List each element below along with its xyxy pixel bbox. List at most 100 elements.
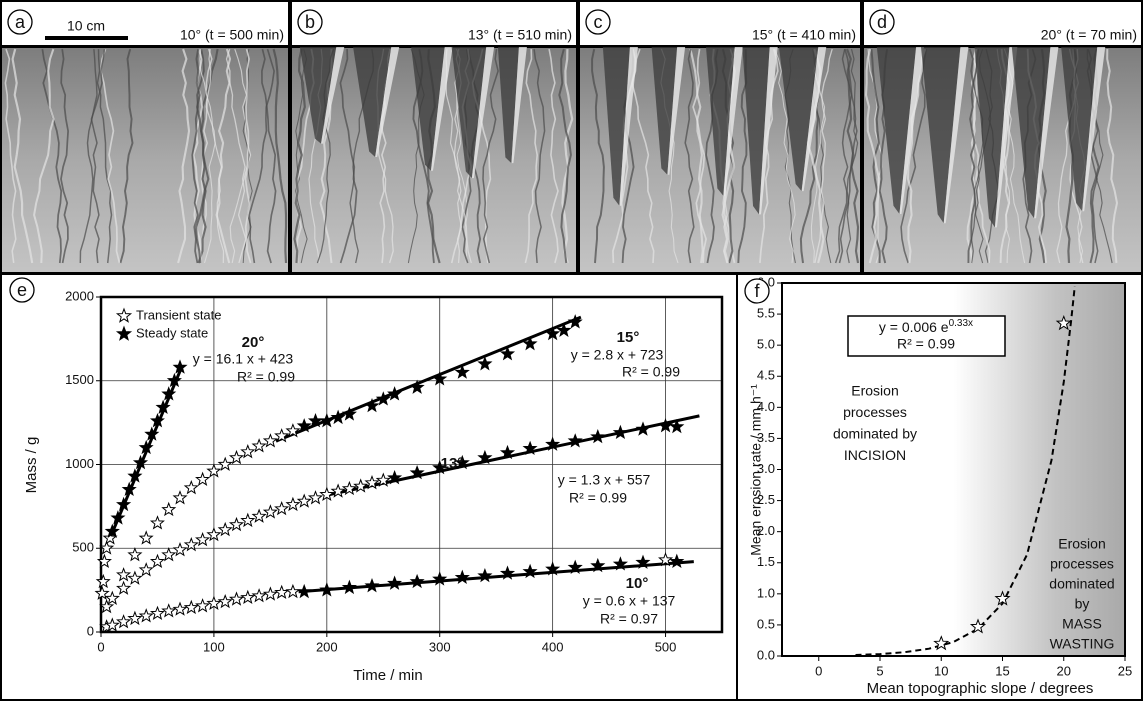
photo-texture [482, 48, 499, 264]
photo-texture [454, 48, 468, 264]
steady-point [454, 364, 470, 379]
steady-point [138, 439, 154, 455]
transient-point [251, 588, 267, 603]
transient-point [285, 496, 301, 512]
transient-point [172, 541, 188, 557]
photo-texture [225, 48, 247, 264]
plot-frame [781, 282, 1126, 657]
region-label: MASS [1062, 616, 1102, 632]
legend-label: Transient state [136, 307, 222, 322]
photo-texture [970, 48, 984, 264]
region-label: Erosion [851, 383, 898, 399]
transient-point [262, 504, 278, 519]
legend-marker [115, 307, 133, 323]
photo-texture [1061, 47, 1098, 212]
steady-point [104, 523, 120, 538]
photo-texture [41, 48, 63, 264]
photo-texture [33, 48, 55, 264]
fit-curve [855, 285, 1076, 656]
photo-texture [1011, 47, 1051, 219]
transient-point [217, 521, 233, 537]
region-label: processes [1050, 556, 1114, 572]
photo-texture [966, 48, 979, 264]
photo-texture [511, 47, 527, 164]
legend-marker [115, 325, 133, 341]
x-axis-label: Time / min [353, 667, 422, 684]
transient-point [149, 553, 165, 569]
steady-point [477, 356, 493, 371]
photo-texture [99, 48, 121, 264]
photo-texture [177, 48, 191, 264]
transient-point [195, 531, 211, 547]
fit-equation: y = 2.8 x + 723 [571, 347, 664, 363]
region-label: dominated [1049, 576, 1114, 592]
transient-point [341, 480, 357, 496]
transient-point [262, 433, 278, 448]
steady-point [499, 345, 516, 361]
photo-texture [801, 47, 827, 192]
steady-point [567, 433, 583, 448]
transient-point [104, 617, 120, 632]
steady-point [669, 418, 685, 434]
photo-texture [705, 47, 735, 196]
photo-texture [272, 48, 288, 264]
panel-letter: c [594, 12, 603, 32]
equation-box [847, 315, 1006, 357]
photo-texture [667, 47, 686, 175]
panel-label: 10° (t = 500 min) [180, 27, 284, 43]
transient-point [319, 486, 335, 502]
x-tick-label: 0 [815, 663, 822, 678]
transient-point [149, 515, 165, 530]
transient-point [274, 584, 290, 600]
steady-point [454, 569, 470, 584]
panel-letter-circle [297, 9, 323, 35]
panel-letter-circle [869, 9, 895, 35]
x-tick-label: 5 [876, 663, 883, 678]
y-tick-label: 0.5 [757, 616, 775, 631]
photo-texture [261, 48, 277, 264]
transient-point [183, 479, 199, 495]
x-tick-label: 100 [203, 639, 225, 654]
legend-label: Steady state [136, 325, 208, 340]
photo-texture [4, 48, 17, 264]
fit-equation: y = 0.006 e0.33x [879, 318, 973, 335]
steady-point [116, 496, 132, 512]
steady-point [545, 561, 561, 576]
series-name: 10° [626, 575, 649, 592]
transient-point [127, 547, 143, 562]
photo-texture [723, 47, 743, 196]
photo-texture [591, 48, 605, 264]
y-tick-label: 500 [72, 540, 94, 555]
x-tick-label: 15 [995, 663, 1009, 678]
transient-point [195, 471, 211, 486]
panel-header [862, 0, 1143, 47]
steady-point [387, 469, 403, 485]
panel-letter: b [305, 12, 315, 32]
y-tick-label: 1.0 [757, 585, 775, 600]
panel-label: 13° (t = 510 min) [468, 27, 572, 43]
photo-texture [119, 48, 134, 264]
steady-point [612, 424, 628, 440]
steady-point [364, 577, 380, 593]
transient-point [228, 516, 245, 532]
photo-texture [471, 47, 495, 179]
steady-point [409, 465, 425, 480]
photo-texture [375, 47, 400, 158]
steady-point [330, 409, 346, 425]
photo-texture [90, 48, 106, 264]
steady-point [341, 579, 357, 595]
fit-equation: y = 0.6 x + 137 [583, 593, 676, 609]
photo-texture [548, 48, 559, 264]
transient-point [183, 599, 199, 615]
steady-point [567, 314, 583, 329]
photo-texture [974, 47, 1010, 228]
photo-texture [684, 48, 695, 264]
fit-r2: R² = 0.99 [897, 336, 955, 352]
photo-texture [79, 48, 98, 264]
transient-point [172, 601, 188, 616]
fit-line [326, 414, 700, 497]
transient-point [116, 580, 132, 595]
region-label: by [1075, 596, 1090, 612]
steady-point [635, 554, 651, 569]
data-point [994, 590, 1011, 606]
